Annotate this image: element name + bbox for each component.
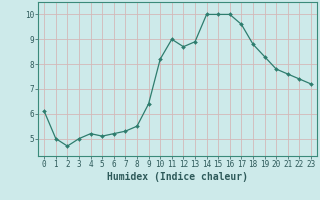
X-axis label: Humidex (Indice chaleur): Humidex (Indice chaleur) (107, 172, 248, 182)
